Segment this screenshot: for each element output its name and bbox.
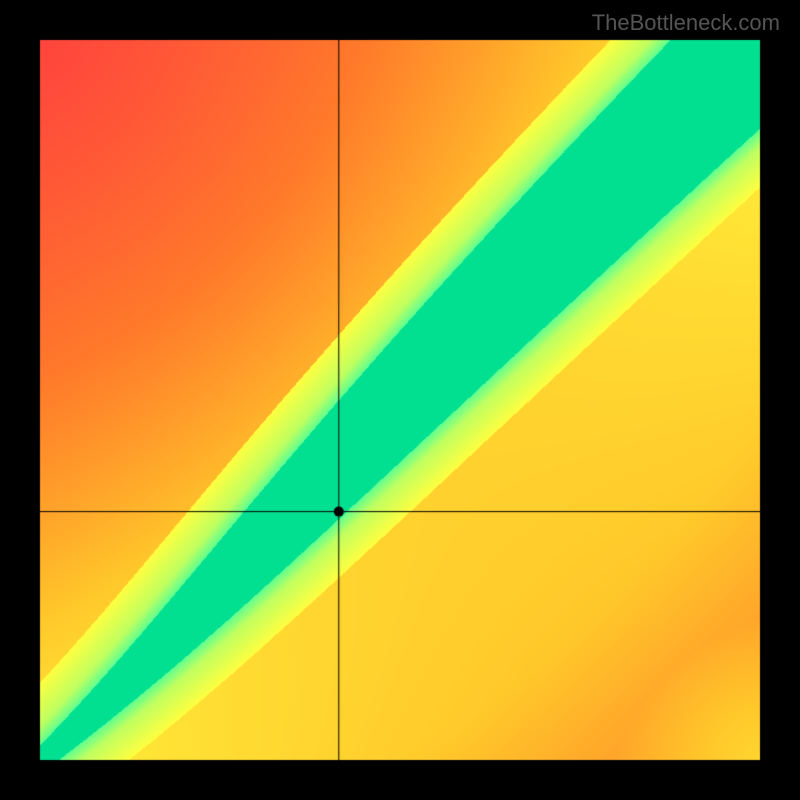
bottleneck-heatmap-chart: TheBottleneck.com: [0, 0, 800, 800]
heatmap-canvas: [0, 0, 800, 800]
watermark-text: TheBottleneck.com: [592, 10, 780, 36]
